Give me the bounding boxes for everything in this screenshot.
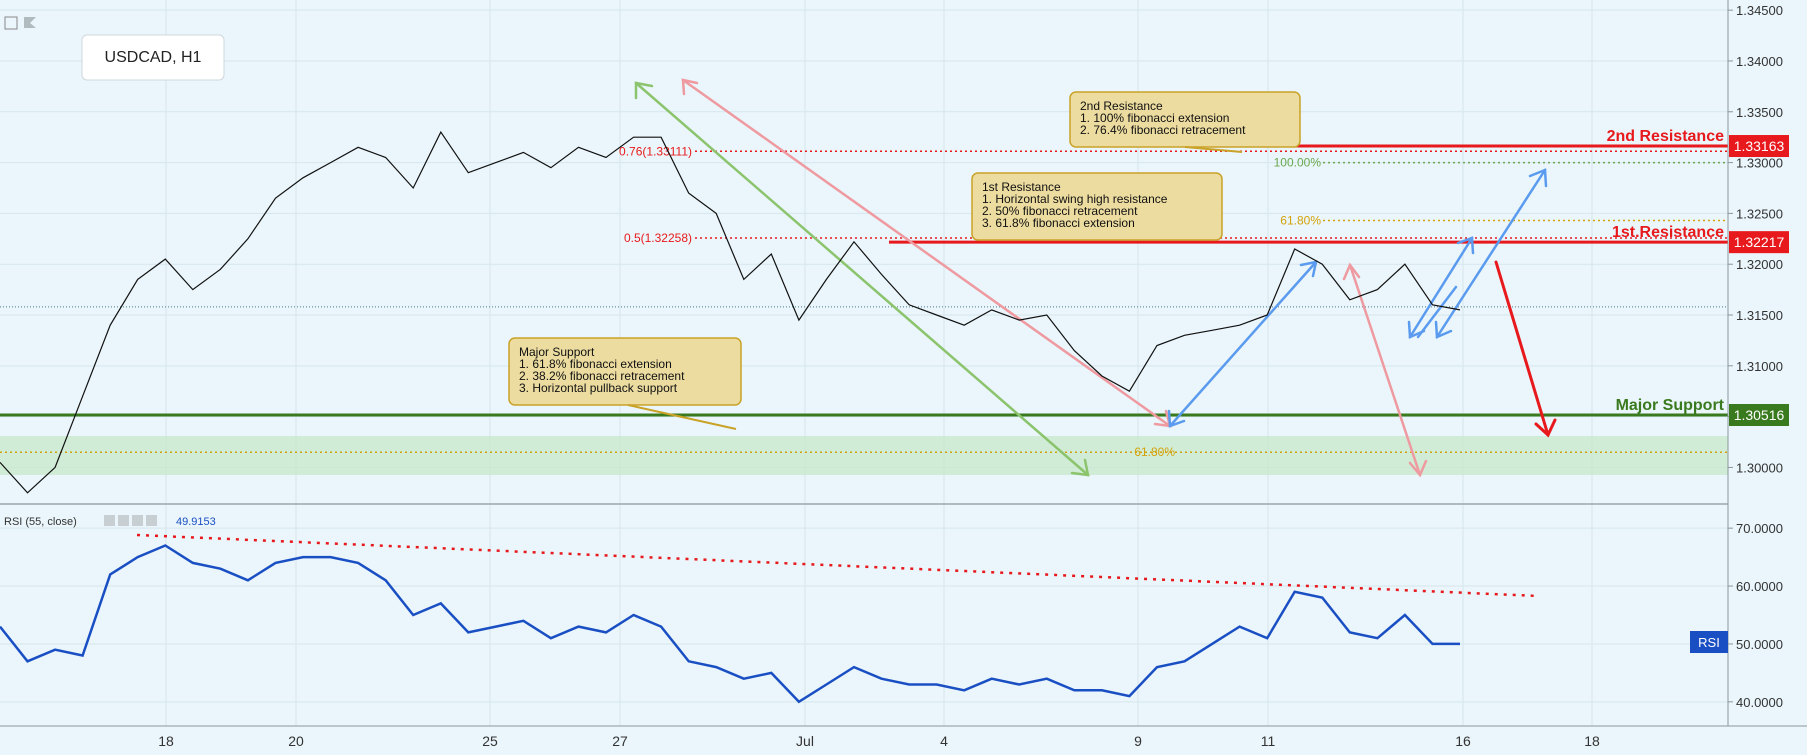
rsi-legend: RSI (55, close) 49.9153 [4, 515, 216, 528]
annotation-2nd-resistance: 2nd Resistance 1. 100% fibonacci extensi… [1069, 91, 1301, 153]
annotation-title: 2nd Resistance [1080, 99, 1163, 113]
symbol-label-box: USDCAD, H1 [81, 34, 225, 81]
price-tick-label: 1.30000 [1736, 460, 1783, 475]
blue-arrow-2-head-start [1407, 320, 1426, 339]
pink-arrow-2-head-end [1408, 459, 1428, 478]
support-resistance-levels: 2nd Resistance 1st.Resistance Major Suppor… [0, 128, 1728, 417]
blue-arrow-1 [1168, 260, 1318, 428]
blue-arrow-1-head-end [1299, 260, 1318, 278]
rsi-current-value: 49.9153 [176, 516, 216, 528]
time-tick-label: Jul [796, 733, 814, 749]
level-name: Major Support [1616, 397, 1725, 414]
time-tick-label: 20 [288, 733, 304, 749]
symbol-label: USDCAD, H1 [105, 49, 202, 66]
level-name: 2nd Resistance [1607, 128, 1724, 145]
price-plot [0, 130, 1461, 494]
level-price-tags: 1.33163 1.32217 1.30516 [1729, 135, 1789, 427]
rsi-badge: RSI [1690, 631, 1728, 653]
price-line [0, 130, 1461, 494]
annotation-title: 1st Resistance [982, 180, 1061, 194]
annotation-line: 3. Horizontal pullback support [519, 381, 678, 395]
red-arrow-head [1534, 418, 1557, 438]
trend-arrows [634, 78, 1557, 478]
level-name: 1st.Resistance [1612, 224, 1724, 241]
price-tick-label: 1.33000 [1736, 156, 1783, 171]
annotation-line: 1. 100% fibonacci extension [1080, 111, 1229, 125]
level-price-tag-label: 1.30516 [1734, 407, 1785, 423]
time-tick-label: 9 [1134, 733, 1142, 749]
rsi-source-icon[interactable] [118, 515, 129, 526]
annotation-major-support: Major Support 1. 61.8% fibonacci extensi… [508, 337, 742, 430]
rsi-tick-label: 70.0000 [1736, 521, 1783, 536]
blue-arrow-2 [1408, 236, 1474, 339]
annotation-1st-resistance: 1st Resistance 1. Horizontal swing high … [971, 172, 1223, 241]
time-tick-label: 11 [1261, 733, 1276, 749]
red-arrow [1494, 260, 1550, 437]
annotation-line: 3. 61.8% fibonacci extension [982, 216, 1135, 230]
green-arrow-head-end [1070, 458, 1090, 477]
fib-label: 100.00% [1274, 156, 1322, 170]
rsi-tick-label: 40.0000 [1736, 695, 1783, 710]
flag-icon[interactable] [24, 17, 36, 28]
pink-arrow-2 [1348, 263, 1422, 477]
collapse-icon[interactable] [4, 16, 18, 30]
price-tick-label: 1.32500 [1736, 206, 1783, 221]
rsi-plot [0, 533, 1539, 704]
annotation-title: Major Support [519, 345, 595, 359]
time-tick-label: 16 [1455, 733, 1471, 749]
annotation-line: 2. 76.4% fibonacci retracement [1080, 123, 1246, 137]
annotation-line: 2. 38.2% fibonacci retracement [519, 369, 685, 383]
price-tick-label: 1.33500 [1736, 105, 1783, 120]
blue-arrow-1-head-start [1167, 409, 1186, 428]
time-tick-label: 25 [482, 733, 498, 749]
price-tick-label: 1.31000 [1736, 359, 1783, 374]
rsi-close-icon[interactable] [146, 515, 157, 526]
time-tick-label: 18 [158, 733, 174, 749]
rsi-axis: 70.0000 60.0000 50.0000 40.0000 [1728, 521, 1783, 710]
green-arrow-head-start [634, 81, 654, 100]
time-tick-label: 4 [940, 733, 948, 749]
green-arrow [634, 81, 1090, 477]
fib-label: 61.80% [1280, 214, 1321, 228]
blue-arrow-2-head-end [1456, 236, 1475, 255]
annotation-line: 1. Horizontal swing high resistance [982, 192, 1168, 206]
blue-arrow-4 [1416, 285, 1458, 339]
rsi-line [0, 544, 1460, 704]
level-price-tag [1729, 231, 1789, 254]
pink-arrow-1-head-start [681, 78, 699, 96]
rsi-title: RSI (55, close) [4, 516, 77, 528]
price-tick-label: 1.34500 [1736, 3, 1783, 18]
price-tick-label: 1.32000 [1736, 257, 1783, 272]
fib-label: 0.5(1.32258) [624, 231, 692, 245]
pink-arrow-2-head-start [1342, 262, 1361, 281]
pink-arrow-1 [681, 78, 1172, 428]
annotation-line: 2. 50% fibonacci retracement [982, 204, 1138, 218]
price-tick-label: 1.34000 [1736, 54, 1783, 69]
price-axis: 1.34500 1.34000 1.33500 1.33000 1.32500 1.320… [1728, 3, 1783, 475]
level-price-tag [1729, 135, 1789, 158]
level-price-tag-label: 1.32217 [1734, 234, 1785, 250]
time-tick-label: 18 [1584, 733, 1600, 749]
svg-text:RSI: RSI [1698, 635, 1720, 650]
rsi-tick-label: 60.0000 [1736, 579, 1783, 594]
level-price-tag [1729, 404, 1789, 427]
price-tick-label: 1.31500 [1736, 308, 1783, 323]
time-tick-label: 27 [612, 733, 628, 749]
time-axis: 18 20 25 27 Jul 4 9 11 16 18 [158, 733, 1600, 749]
blue-arrow-3-head-end [1528, 168, 1548, 188]
rsi-tick-label: 50.0000 [1736, 637, 1783, 652]
blue-arrow-3-head-start [1434, 320, 1453, 339]
level-price-tag-label: 1.33163 [1734, 138, 1785, 154]
fib-label: 0.76(1.33111) [619, 144, 692, 158]
rsi-format-icon[interactable] [132, 515, 143, 526]
support-zone [0, 436, 1728, 475]
fib-label: 61.80% [1134, 445, 1175, 459]
rsi-settings-icon[interactable] [104, 515, 115, 526]
annotation-line: 1. 61.8% fibonacci extension [519, 357, 672, 371]
